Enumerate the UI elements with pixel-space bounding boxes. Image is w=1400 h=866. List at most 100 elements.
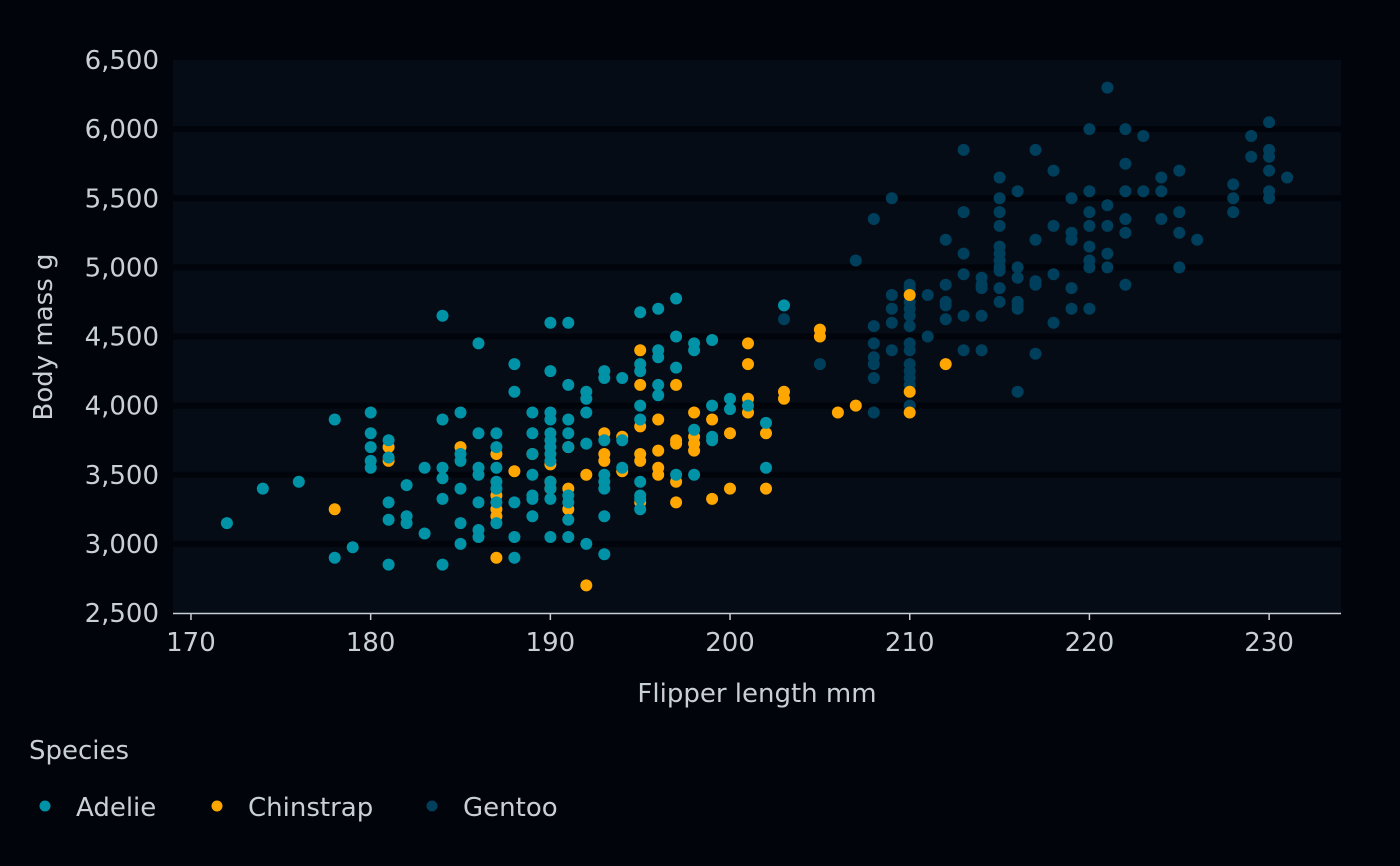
point-adelie [328,413,341,426]
point-chinstrap [903,289,916,301]
point-adelie [616,372,629,384]
point-gentoo [1065,192,1078,205]
point-chinstrap [724,427,736,440]
point-adelie [598,372,611,384]
legend-label-chinstrap: Chinstrap [248,793,373,823]
point-chinstrap [724,482,736,495]
point-gentoo [885,289,898,301]
point-gentoo [993,171,1006,184]
point-adelie [688,344,701,357]
point-gentoo [867,337,880,350]
point-adelie [382,558,395,571]
point-adelie [436,309,449,322]
point-gentoo [1029,347,1042,360]
point-gentoo [1119,185,1132,198]
point-adelie [652,389,665,402]
x-axis-ticks: 170 180 190 200 210 220 230 [166,613,1294,658]
point-gentoo [1011,385,1024,398]
point-chinstrap [849,399,862,412]
legend-swatch-chinstrap [211,800,223,812]
point-gentoo [1101,247,1114,260]
point-adelie [472,337,485,350]
point-chinstrap [813,330,826,343]
point-adelie [436,492,449,505]
point-gentoo [1011,271,1024,284]
point-chinstrap [634,454,647,467]
point-adelie [256,482,269,495]
point-adelie [400,517,413,530]
point-gentoo [1227,178,1240,191]
point-gentoo [1245,130,1258,142]
point-gentoo [1011,185,1024,198]
point-adelie [544,365,557,378]
point-adelie [508,385,521,398]
point-gentoo [813,358,826,371]
point-adelie [580,406,593,419]
point-gentoo [1119,226,1132,239]
point-adelie [454,517,467,530]
x-tick-label: 210 [885,628,935,658]
point-gentoo [1173,164,1186,177]
point-adelie [562,378,575,391]
point-gentoo [1155,171,1168,184]
point-gentoo [1083,302,1096,315]
point-chinstrap [634,344,647,357]
point-gentoo [1083,206,1096,219]
point-adelie [418,461,431,474]
point-adelie [508,551,521,564]
point-adelie [616,461,629,474]
point-adelie [544,482,557,495]
point-adelie [508,496,521,509]
point-adelie [436,472,449,485]
x-tick-label: 200 [705,628,755,658]
point-gentoo [1083,240,1096,253]
point-adelie [634,306,647,319]
y-axis-ticks: 2,500 3,000 3,500 4,000 4,500 5,000 5,500 6,000… [85,46,159,629]
point-adelie [454,454,467,467]
point-gentoo [1011,302,1024,315]
point-gentoo [939,233,952,246]
point-gentoo [1191,233,1204,246]
point-adelie [562,441,575,454]
point-adelie [472,468,485,481]
x-tick-label: 190 [526,628,576,658]
point-adelie [688,468,701,481]
point-chinstrap [670,378,683,391]
point-gentoo [1227,206,1240,219]
point-gentoo [957,206,970,219]
point-chinstrap [778,392,790,405]
point-adelie [220,517,233,530]
point-adelie [436,461,449,474]
point-adelie [580,392,593,405]
point-gentoo [1029,233,1042,246]
point-gentoo [957,309,970,322]
point-chinstrap [706,492,719,505]
point-gentoo [1263,192,1276,205]
point-adelie [328,551,341,564]
point-adelie [634,503,647,516]
point-gentoo [1011,261,1024,274]
point-adelie [544,531,557,543]
point-adelie [742,399,754,412]
point-adelie [652,378,665,391]
point-gentoo [1047,219,1060,232]
point-adelie [454,537,467,550]
point-gentoo [1119,213,1132,225]
point-gentoo [1083,123,1096,136]
x-tick-label: 220 [1065,628,1115,658]
point-adelie [364,406,377,419]
point-gentoo [975,309,988,322]
point-adelie [634,365,647,378]
point-gentoo [975,344,988,357]
point-adelie [382,434,395,447]
point-gentoo [849,254,862,267]
point-gentoo [903,320,916,333]
point-gentoo [993,264,1006,277]
point-gentoo [993,219,1006,232]
point-gentoo [1101,261,1114,274]
legend-item-adelie: Adelie [39,793,156,823]
point-adelie [508,531,521,543]
point-adelie [490,496,503,509]
legend-label-gentoo: Gentoo [463,793,558,823]
